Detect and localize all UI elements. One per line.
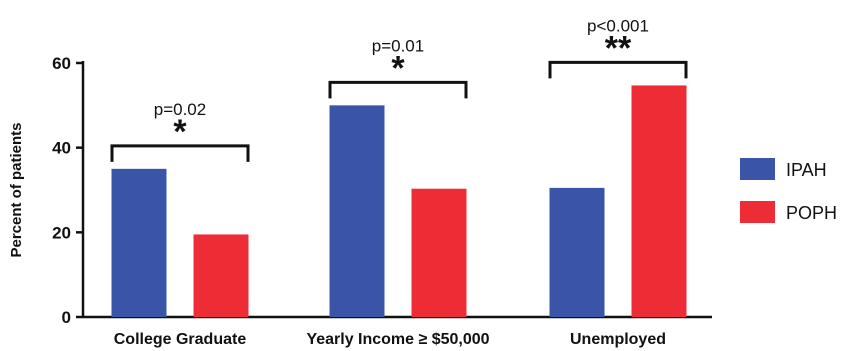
x-tick-label: Yearly Income ≥ $50,000 (306, 331, 489, 348)
p-value-label: p=0.01 (372, 36, 424, 55)
bar-poph (411, 188, 467, 317)
x-tick-label: College Graduate (114, 331, 247, 348)
legend-label-poph: POPH (786, 203, 837, 223)
significance-stars: * (173, 113, 187, 151)
y-tick-label: 0 (62, 308, 71, 327)
significance-stars: * (391, 49, 405, 87)
significance-bracket (548, 60, 688, 79)
p-value-label: p<0.001 (587, 16, 649, 35)
bars (111, 85, 687, 317)
y-tick-label: 60 (52, 54, 71, 73)
legend: IPAH POPH (740, 158, 837, 223)
bar-ipah (329, 105, 385, 317)
y-tick-label: 40 (52, 139, 71, 158)
bar-ipah (549, 187, 605, 317)
significance-stars: ** (605, 29, 632, 67)
significance-annotations: *p=0.02*p=0.01 **p<0.001 (110, 16, 688, 162)
bar-poph (631, 85, 687, 317)
y-axis-label: Percent of patients (8, 122, 25, 257)
p-value-label: p=0.02 (154, 100, 206, 119)
y-tick-label: 20 (52, 223, 71, 242)
legend-label-ipah: IPAH (786, 160, 827, 180)
significance-bracket (328, 80, 468, 99)
significance-bracket (110, 144, 250, 162)
bar-ipah (111, 168, 167, 317)
axes: 0 20 40 60 College Graduate Yearly Income ≥ $… (52, 54, 712, 348)
legend-swatch-poph (740, 201, 775, 223)
legend-swatch-ipah (740, 158, 775, 180)
bar-poph (193, 234, 249, 317)
x-tick-label: Unemployed (570, 331, 666, 348)
